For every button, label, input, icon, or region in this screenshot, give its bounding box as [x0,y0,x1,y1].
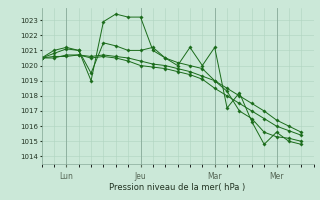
X-axis label: Pression niveau de la mer( hPa ): Pression niveau de la mer( hPa ) [109,183,246,192]
